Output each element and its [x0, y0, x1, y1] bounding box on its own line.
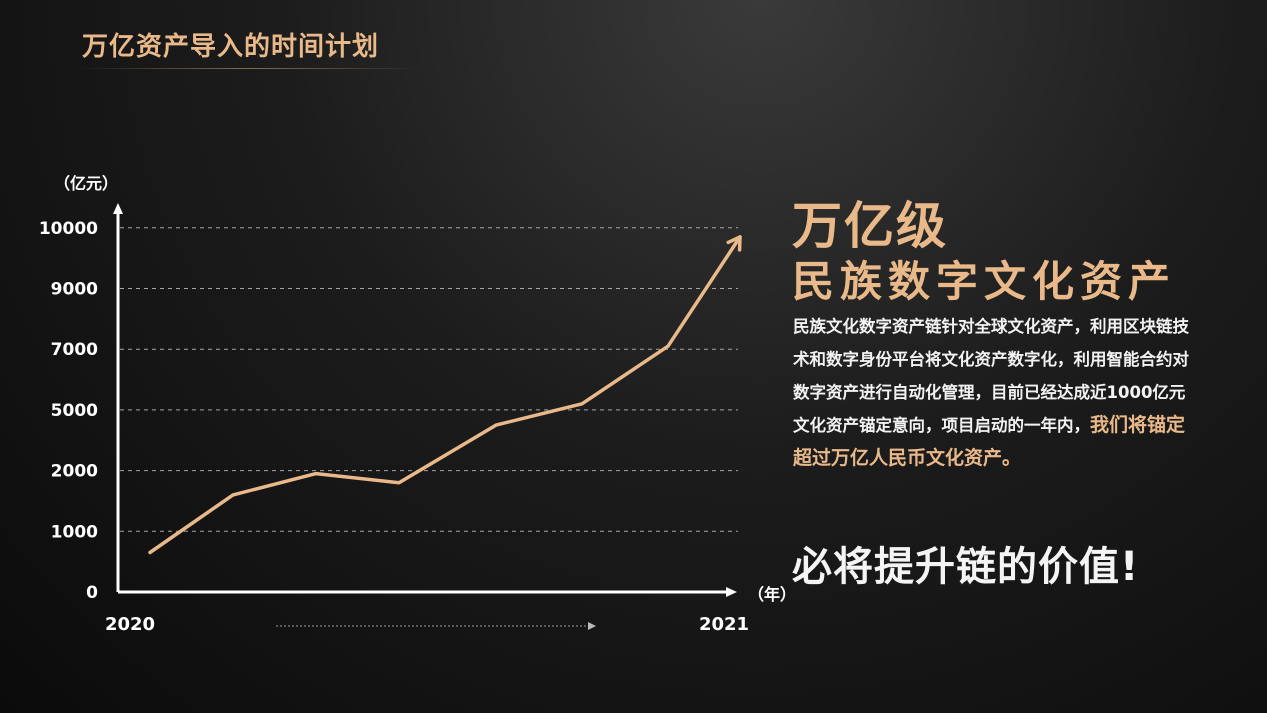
y-tick-label: 9000 [51, 280, 98, 300]
x-axis-unit-label: （年） [748, 585, 797, 604]
description-normal: 民族文化数字资产链针对全球文化资产，利用区块链技术和数字身份平台将文化资产数字化… [793, 317, 1189, 435]
timeline-arrow-icon [588, 622, 596, 630]
x-tick-label: 2021 [699, 614, 749, 635]
page-title: 万亿资产导入的时间计划 [82, 32, 380, 62]
y-tick-label: 10000 [39, 219, 98, 239]
description-highlight: 我们将锚定超过万亿人民币文化资产。 [793, 414, 1186, 469]
description-text: 民族文化数字资产链针对全球文化资产，利用区块链技术和数字身份平台将文化资产数字化… [793, 310, 1193, 475]
series-line [148, 235, 742, 555]
tagline: 必将提升链的价值! [792, 544, 1140, 590]
y-tick-label: 5000 [51, 401, 98, 421]
x-axis-arrow-icon [726, 587, 737, 597]
y-tick-label: 2000 [51, 462, 98, 482]
series-arrowhead-icon [726, 235, 742, 252]
headline-national-digital-assets: 民族数字文化资产 [792, 257, 1177, 306]
y-axis-unit-label: （亿元） [54, 174, 119, 193]
y-axis-arrow-icon [113, 203, 123, 214]
line-chart: 0 1000 2000 5000 7000 9000 10000 2020 2021 [39, 203, 749, 635]
y-tick-label: 0 [86, 583, 98, 603]
x-tick-label: 2020 [105, 614, 155, 635]
title-underline [78, 68, 423, 69]
headline-trillion-level: 万亿级 [792, 197, 948, 255]
y-tick-label: 1000 [51, 522, 98, 542]
y-tick-label: 7000 [51, 340, 98, 360]
